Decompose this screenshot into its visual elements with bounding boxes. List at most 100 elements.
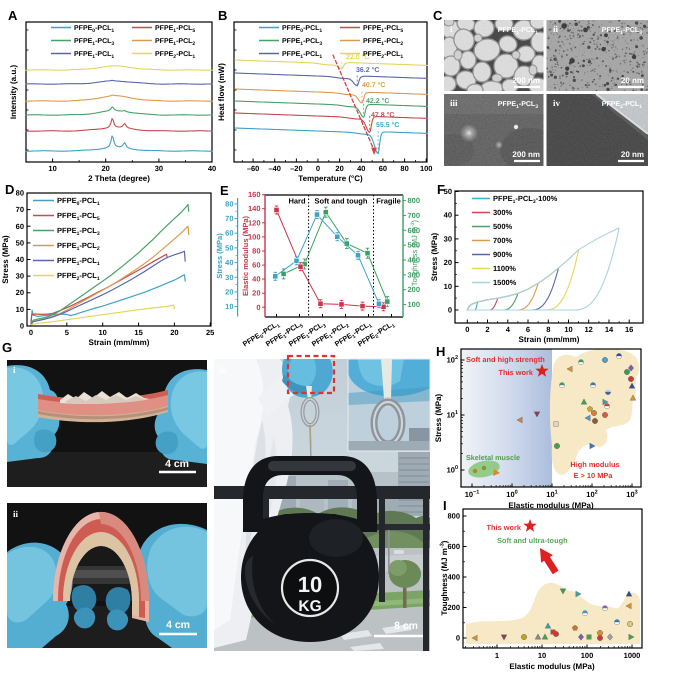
svg-text:Stress (MPa): Stress (MPa) (215, 233, 224, 279)
svg-text:Strain (mm/mm): Strain (mm/mm) (89, 338, 150, 347)
svg-text:500%: 500% (493, 222, 513, 231)
svg-text:Elastic modulus (MPa): Elastic modulus (MPa) (509, 662, 595, 671)
svg-text:101: 101 (447, 410, 458, 420)
svg-text:Toughness (MJ m-3): Toughness (MJ m-3) (440, 540, 450, 615)
svg-text:10: 10 (298, 572, 322, 597)
svg-text:Skeletal muscle: Skeletal muscle (466, 453, 520, 462)
svg-text:200: 200 (447, 603, 460, 612)
svg-text:300: 300 (408, 270, 421, 279)
svg-text:80: 80 (400, 164, 408, 173)
svg-text:20: 20 (16, 288, 24, 297)
svg-text:Soft and ultra-tough: Soft and ultra-tough (497, 536, 568, 545)
svg-text:40: 40 (16, 255, 24, 264)
svg-text:Strain (mm/mm): Strain (mm/mm) (519, 335, 580, 344)
svg-text:22.0 °C: 22.0 °C (346, 54, 369, 61)
svg-text:PFPE2-PCL1​: PFPE2-PCL1​ (57, 271, 100, 282)
svg-text:C: C (433, 8, 443, 23)
svg-text:iii: iii (219, 365, 227, 375)
svg-text:Soft and high strength: Soft and high strength (466, 355, 545, 364)
svg-text:55.5 °C: 55.5 °C (376, 122, 399, 129)
svg-text:10: 10 (538, 651, 546, 660)
svg-text:600: 600 (408, 226, 421, 235)
svg-text:2: 2 (485, 325, 489, 334)
svg-text:Stress (MPa): Stress (MPa) (434, 393, 443, 442)
svg-text:5: 5 (65, 328, 69, 337)
svg-text:20: 20 (102, 164, 110, 173)
svg-text:60: 60 (16, 222, 24, 231)
svg-text:80: 80 (225, 199, 233, 208)
svg-text:PFPE0-PCL1​: PFPE0-PCL1​ (57, 196, 100, 207)
svg-text:2 Theta (degree): 2 Theta (degree) (88, 174, 150, 183)
svg-text:G: G (2, 340, 12, 355)
svg-text:8: 8 (546, 325, 550, 334)
svg-text:20 nm: 20 nm (621, 76, 644, 85)
svg-text:300%: 300% (493, 208, 513, 217)
svg-text:40: 40 (357, 164, 365, 173)
svg-text:PFPE1-PCL2​: PFPE1-PCL2​ (57, 241, 100, 252)
svg-text:i: i (450, 24, 453, 34)
svg-text:101: 101 (546, 490, 557, 500)
svg-text:500: 500 (408, 241, 421, 250)
svg-text:20: 20 (170, 328, 178, 337)
svg-text:KG: KG (298, 598, 321, 615)
svg-text:70: 70 (225, 214, 233, 223)
svg-text:PFPE2-PCL1​: PFPE2-PCL1​ (155, 51, 195, 60)
svg-text:100: 100 (408, 300, 421, 309)
svg-text:PFPE1-PCL3​: PFPE1-PCL3​ (74, 38, 114, 47)
svg-text:4: 4 (506, 325, 511, 334)
svg-text:PFPE1-PCL3-100%: PFPE1-PCL3-100% (493, 194, 558, 205)
svg-text:0: 0 (20, 322, 24, 331)
svg-text:140: 140 (248, 204, 261, 213)
svg-text:E > 10 MPa: E > 10 MPa (574, 471, 614, 480)
svg-text:iii: iii (450, 98, 458, 108)
svg-text:6: 6 (526, 325, 530, 334)
svg-text:ii: ii (13, 509, 19, 519)
svg-text:40: 40 (208, 164, 216, 173)
svg-text:102: 102 (586, 490, 597, 500)
svg-text:80: 80 (252, 247, 260, 256)
svg-text:40.7 °C: 40.7 °C (362, 82, 385, 89)
svg-text:0: 0 (456, 634, 460, 643)
svg-text:30: 30 (225, 273, 233, 282)
svg-text:40: 40 (252, 275, 260, 284)
svg-text:400: 400 (408, 256, 421, 265)
svg-text:47.8 °C: 47.8 °C (371, 112, 394, 119)
svg-text:120: 120 (248, 218, 261, 227)
svg-text:This work: This work (499, 368, 534, 377)
svg-text:50: 50 (16, 238, 24, 247)
svg-text:10: 10 (564, 325, 572, 334)
svg-text:ii: ii (553, 24, 559, 34)
svg-text:A: A (8, 8, 18, 23)
svg-text:42.2 °C: 42.2 °C (366, 98, 389, 105)
svg-text:700: 700 (408, 211, 421, 220)
svg-text:14: 14 (605, 325, 614, 334)
svg-text:H: H (436, 344, 445, 359)
svg-text:Heat flow (mW): Heat flow (mW) (217, 63, 226, 121)
svg-text:50: 50 (225, 243, 233, 252)
svg-text:PFPE1-PCL2​: PFPE1-PCL2​ (363, 38, 403, 47)
svg-text:PFPE1-PCL1​: PFPE1-PCL1​ (498, 27, 538, 36)
svg-text:PFPE1-PCL3​: PFPE1-PCL3​ (282, 38, 322, 47)
svg-text:PFPE1-PCL5​: PFPE1-PCL5​ (363, 25, 403, 34)
svg-text:12: 12 (585, 325, 593, 334)
svg-text:20: 20 (335, 164, 343, 173)
svg-text:0: 0 (465, 325, 469, 334)
svg-text:Elastic modulus (MPa): Elastic modulus (MPa) (508, 501, 594, 510)
svg-text:8 cm: 8 cm (394, 620, 418, 632)
svg-text:PFPE1-PCL3​: PFPE1-PCL3​ (498, 101, 538, 110)
svg-text:100: 100 (581, 651, 594, 660)
svg-text:100: 100 (447, 465, 458, 475)
svg-text:20 nm: 20 nm (621, 150, 644, 159)
svg-text:PFPE1-PCL3​: PFPE1-PCL3​ (57, 226, 100, 237)
svg-text:10: 10 (99, 328, 107, 337)
svg-text:15: 15 (134, 328, 142, 337)
svg-text:iv: iv (553, 98, 561, 108)
svg-text:800: 800 (408, 196, 421, 205)
svg-text:–40: –40 (268, 164, 281, 173)
svg-text:30: 30 (444, 234, 452, 243)
svg-text:PFPE1-PCL1​: PFPE1-PCL1​ (57, 256, 100, 267)
svg-text:0: 0 (29, 328, 33, 337)
svg-text:0: 0 (256, 303, 260, 312)
svg-text:Hard: Hard (288, 197, 306, 206)
svg-text:20: 20 (444, 258, 452, 267)
